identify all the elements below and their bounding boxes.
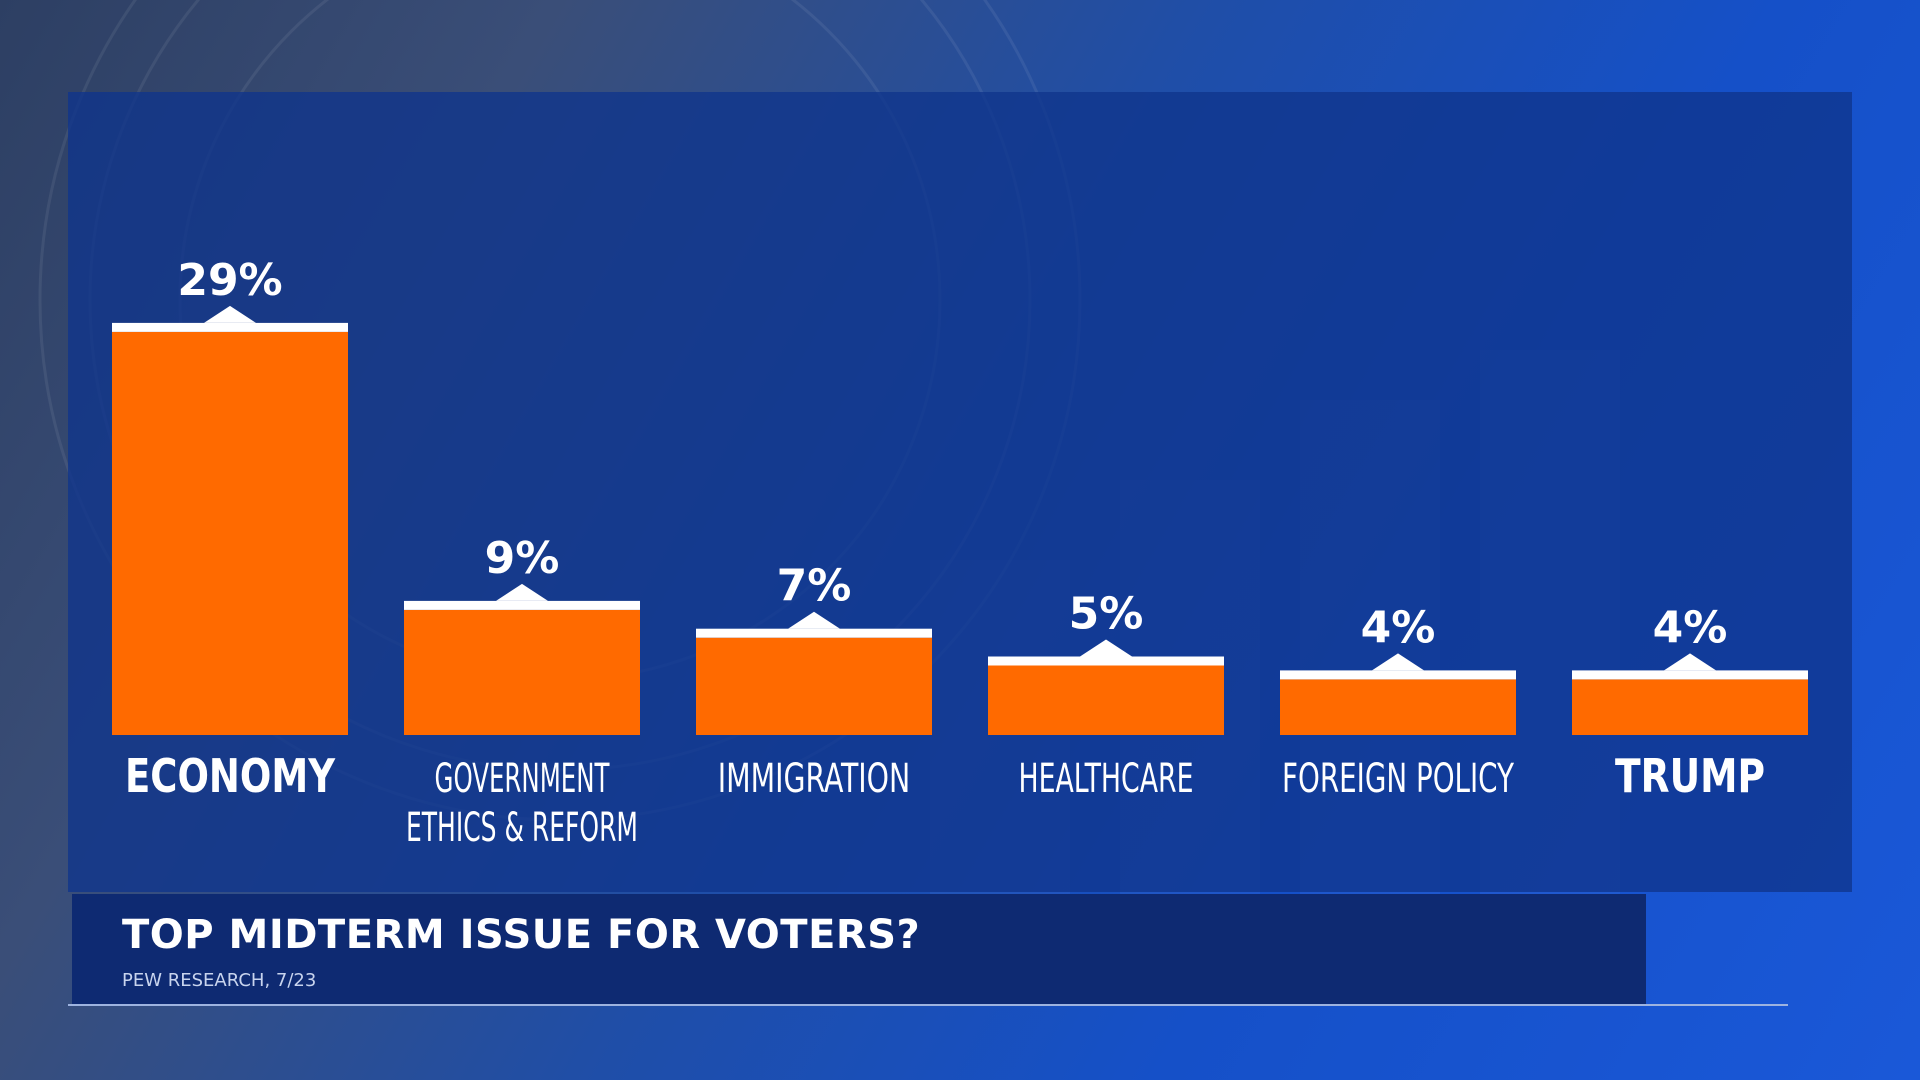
value-label-healthcare: 5% — [1069, 589, 1144, 640]
bar-healthcare — [988, 665, 1224, 735]
category-label-trump: TRUMP — [1615, 749, 1765, 803]
bar-pointer-trump — [1664, 653, 1716, 671]
bar-cap-foreign-policy — [1280, 670, 1516, 680]
category-label-foreign-policy: FOREIGN POLICY — [1282, 756, 1515, 802]
bar-cap-economy — [112, 322, 348, 332]
bar-pointer-healthcare — [1080, 639, 1132, 657]
bar-economy — [112, 331, 348, 735]
source-label: PEW RESEARCH, 7/23 — [122, 970, 317, 991]
category-label-healthcare: HEALTHCARE — [1019, 756, 1194, 802]
chart-title: TOP MIDTERM ISSUE FOR VOTERS? — [122, 912, 921, 958]
bar-pointer-foreign-policy — [1372, 653, 1424, 671]
category-label-economy: ECONOMY — [125, 749, 336, 803]
chart-panel — [68, 92, 1852, 892]
bar-pointer-government-ethics-reform — [496, 583, 548, 601]
category-label-government-ethics-reform-line-1: GOVERNMENT — [435, 756, 611, 802]
value-label-economy: 29% — [177, 255, 282, 306]
category-label-immigration: IMMIGRATION — [718, 756, 911, 802]
bar-immigration — [696, 637, 932, 735]
bar-cap-immigration — [696, 628, 932, 638]
divider-line — [68, 1004, 1788, 1006]
bar-government-ethics-reform — [404, 609, 640, 735]
value-label-government-ethics-reform: 9% — [485, 533, 560, 584]
title-bar: TOP MIDTERM ISSUE FOR VOTERS? PEW RESEAR… — [72, 894, 1646, 1004]
bar-pointer-immigration — [788, 611, 840, 629]
bar-cap-government-ethics-reform — [404, 600, 640, 610]
value-label-foreign-policy: 4% — [1361, 602, 1436, 653]
value-label-trump: 4% — [1653, 602, 1728, 653]
value-label-immigration: 7% — [777, 561, 852, 612]
bar-cap-trump — [1572, 670, 1808, 680]
category-label-government-ethics-reform-line-2: ETHICS & REFORM — [406, 805, 638, 851]
bar-foreign-policy — [1280, 679, 1516, 735]
bar-pointer-economy — [204, 305, 256, 323]
bar-cap-healthcare — [988, 656, 1224, 666]
bar-trump — [1572, 679, 1808, 735]
